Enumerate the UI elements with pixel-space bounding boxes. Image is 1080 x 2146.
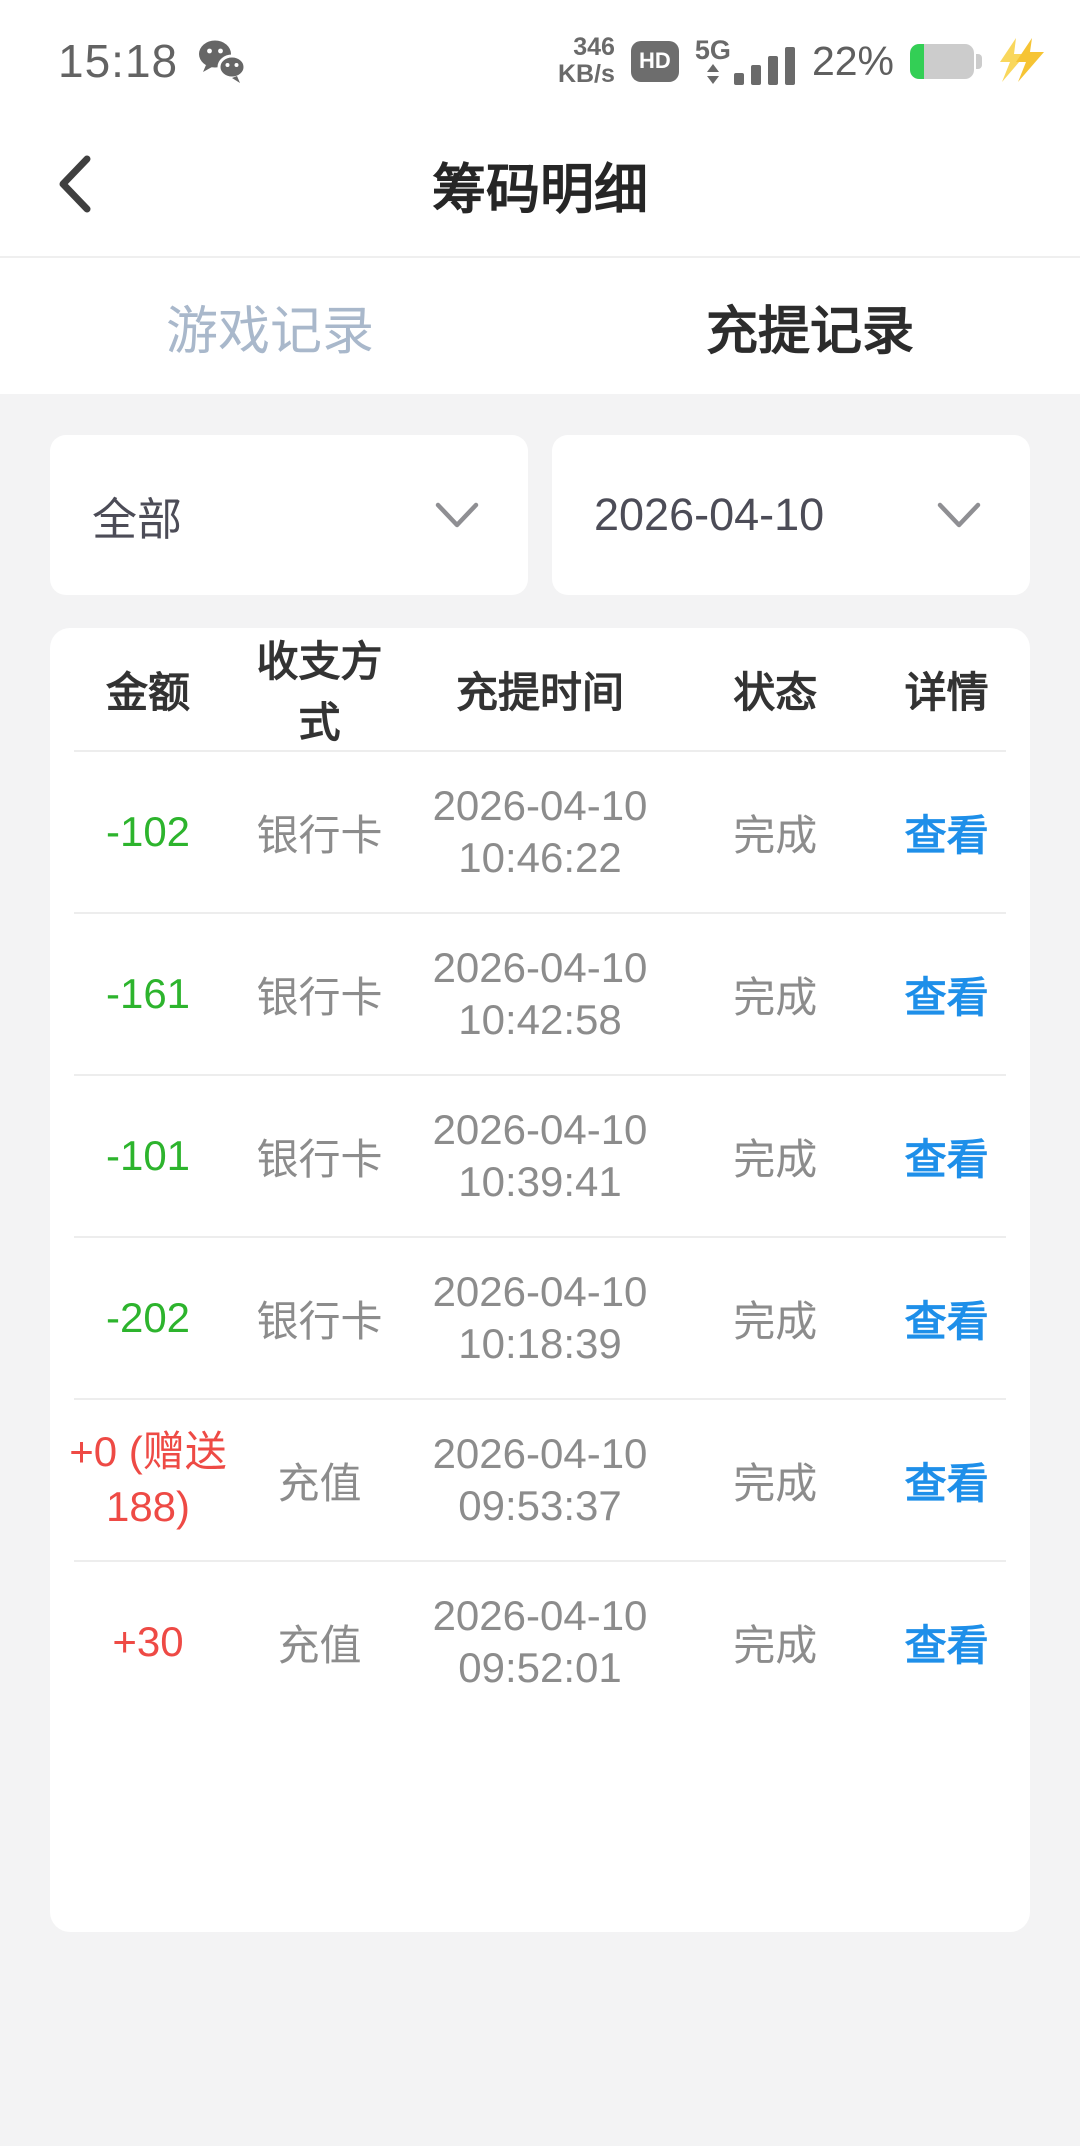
- table-row: +30 充值 2026-04-10 09:52:01 完成 查看: [50, 1562, 1030, 1722]
- view-detail-link[interactable]: 查看: [904, 1621, 989, 1669]
- clock: 15:18: [58, 35, 179, 87]
- tab-deposit-records[interactable]: 充提记录: [540, 258, 1080, 394]
- table-row: +0 (赠送 188) 充值 2026-04-10 09:53:37 完成 查看: [50, 1400, 1030, 1560]
- status-cell: 完成: [733, 1135, 818, 1183]
- table-row: -161 银行卡 2026-04-10 10:42:58 完成 查看: [50, 914, 1030, 1074]
- type-filter-dropdown[interactable]: 全部: [50, 435, 528, 595]
- charging-bolt-icon: [1000, 38, 1044, 82]
- time-line: 09:53:37: [458, 1482, 622, 1529]
- row-divider: [74, 750, 1006, 752]
- time-cell: 2026-04-10 10:18:39: [393, 1266, 687, 1371]
- time-line: 09:52:01: [458, 1644, 622, 1691]
- view-detail-link[interactable]: 查看: [904, 973, 989, 1021]
- amount-cell: -102: [105, 807, 191, 855]
- records-table-card: 金额 收支方式 充提时间 状态 详情 -102 银行卡 2026-04-10 1…: [50, 628, 1030, 1932]
- date-line: 2026-04-10: [432, 1429, 648, 1477]
- date-line: 2026-04-10: [432, 1105, 648, 1153]
- time-cell: 2026-04-10 10:42:58: [393, 942, 687, 1047]
- method-cell: 充值: [277, 1621, 362, 1669]
- view-detail-link[interactable]: 查看: [904, 1135, 989, 1183]
- status-indicators: 346 KB/s HD 5G 22%: [558, 34, 1046, 88]
- column-header-method: 收支方式: [256, 638, 383, 746]
- time-cell: 2026-04-10 10:46:22: [393, 780, 687, 885]
- amount-cell: -101: [105, 1131, 191, 1179]
- network-speed-unit: KB/s: [557, 60, 615, 88]
- content-area: 全部 2026-04-10 金额 收支方式 充提时间 状态 详情 -102 银行…: [0, 394, 1080, 2146]
- column-header-time: 充提时间: [455, 668, 624, 716]
- column-header-status: 状态: [733, 668, 818, 716]
- row-divider: [74, 1236, 1006, 1238]
- time-cell: 2026-04-10 10:39:41: [393, 1104, 687, 1209]
- chevron-down-icon: [435, 502, 479, 528]
- date-filter-value: 2026-04-10: [594, 489, 825, 540]
- battery-fill: [910, 43, 925, 79]
- column-header-detail: 详情: [904, 668, 989, 716]
- type-filter-value: 全部: [92, 493, 183, 545]
- amount-cell: -161: [105, 969, 191, 1017]
- time-line: 10:46:22: [458, 834, 622, 881]
- date-line: 2026-04-10: [432, 943, 648, 991]
- time-cell: 2026-04-10 09:53:37: [393, 1428, 687, 1533]
- cellular-signal-icon: 5G: [695, 37, 796, 85]
- network-speed: 346 KB/s: [558, 34, 615, 88]
- status-bar: 15:18 346 KB/s HD 5G: [0, 0, 1080, 112]
- back-button[interactable]: [54, 112, 144, 256]
- status-cell: 完成: [733, 811, 818, 859]
- updown-arrows-icon: [706, 64, 719, 84]
- status-cell: 完成: [733, 1621, 818, 1669]
- page-title: 筹码明细: [432, 159, 648, 220]
- date-line: 2026-04-10: [432, 1591, 648, 1639]
- view-detail-link[interactable]: 查看: [904, 811, 989, 859]
- row-divider: [74, 1074, 1006, 1076]
- date-line: 2026-04-10: [432, 1267, 648, 1315]
- battery-nub: [976, 53, 982, 69]
- view-detail-link[interactable]: 查看: [904, 1297, 989, 1345]
- method-cell: 充值: [277, 1459, 362, 1507]
- signal-bars-icon: [733, 47, 795, 85]
- amount-cell: +30: [112, 1617, 184, 1665]
- column-header-amount: 金额: [105, 668, 190, 716]
- table-row: -202 银行卡 2026-04-10 10:18:39 完成 查看: [50, 1238, 1030, 1398]
- table-row: -102 银行卡 2026-04-10 10:46:22 完成 查看: [50, 752, 1030, 912]
- chevron-left-icon: [59, 155, 91, 213]
- network-speed-value: 346: [573, 33, 615, 61]
- row-divider: [74, 912, 1006, 914]
- time-line: 10:42:58: [458, 996, 622, 1043]
- time-line: 10:18:39: [458, 1320, 622, 1367]
- status-cell: 完成: [733, 973, 818, 1021]
- hd-badge-icon: HD: [630, 40, 679, 82]
- wechat-notification-icon: [196, 38, 248, 84]
- date-filter-dropdown[interactable]: 2026-04-10: [552, 435, 1030, 595]
- nav-header: 筹码明细: [0, 112, 1080, 256]
- amount-cell: -202: [105, 1293, 191, 1341]
- row-divider: [74, 1560, 1006, 1562]
- view-detail-link[interactable]: 查看: [904, 1459, 989, 1507]
- method-cell: 银行卡: [256, 1135, 383, 1183]
- method-cell: 银行卡: [256, 973, 383, 1021]
- amount-cell: +0 (赠送 188): [69, 1428, 227, 1530]
- chevron-down-icon: [937, 502, 981, 528]
- method-cell: 银行卡: [256, 1297, 383, 1345]
- battery-icon: [910, 43, 982, 79]
- tab-game-label: 游戏记录: [165, 302, 374, 361]
- table-row: -101 银行卡 2026-04-10 10:39:41 完成 查看: [50, 1076, 1030, 1236]
- time-line: 10:39:41: [458, 1158, 622, 1205]
- tab-game-records[interactable]: 游戏记录: [0, 258, 540, 394]
- filter-row: 全部 2026-04-10: [50, 435, 1030, 595]
- status-cell: 完成: [733, 1459, 818, 1507]
- method-cell: 银行卡: [256, 811, 383, 859]
- battery-percent-label: 22%: [811, 37, 894, 84]
- table-header-row: 金额 收支方式 充提时间 状态 详情: [50, 628, 1030, 750]
- header-divider: [0, 256, 1080, 258]
- time-cell: 2026-04-10 09:52:01: [393, 1590, 687, 1695]
- tab-deposit-label: 充提记录: [705, 302, 914, 361]
- tab-bar: 游戏记录 充提记录: [0, 258, 1080, 394]
- network-type-label: 5G: [694, 35, 731, 65]
- row-divider: [74, 1398, 1006, 1400]
- date-line: 2026-04-10: [432, 781, 648, 829]
- status-cell: 完成: [733, 1297, 818, 1345]
